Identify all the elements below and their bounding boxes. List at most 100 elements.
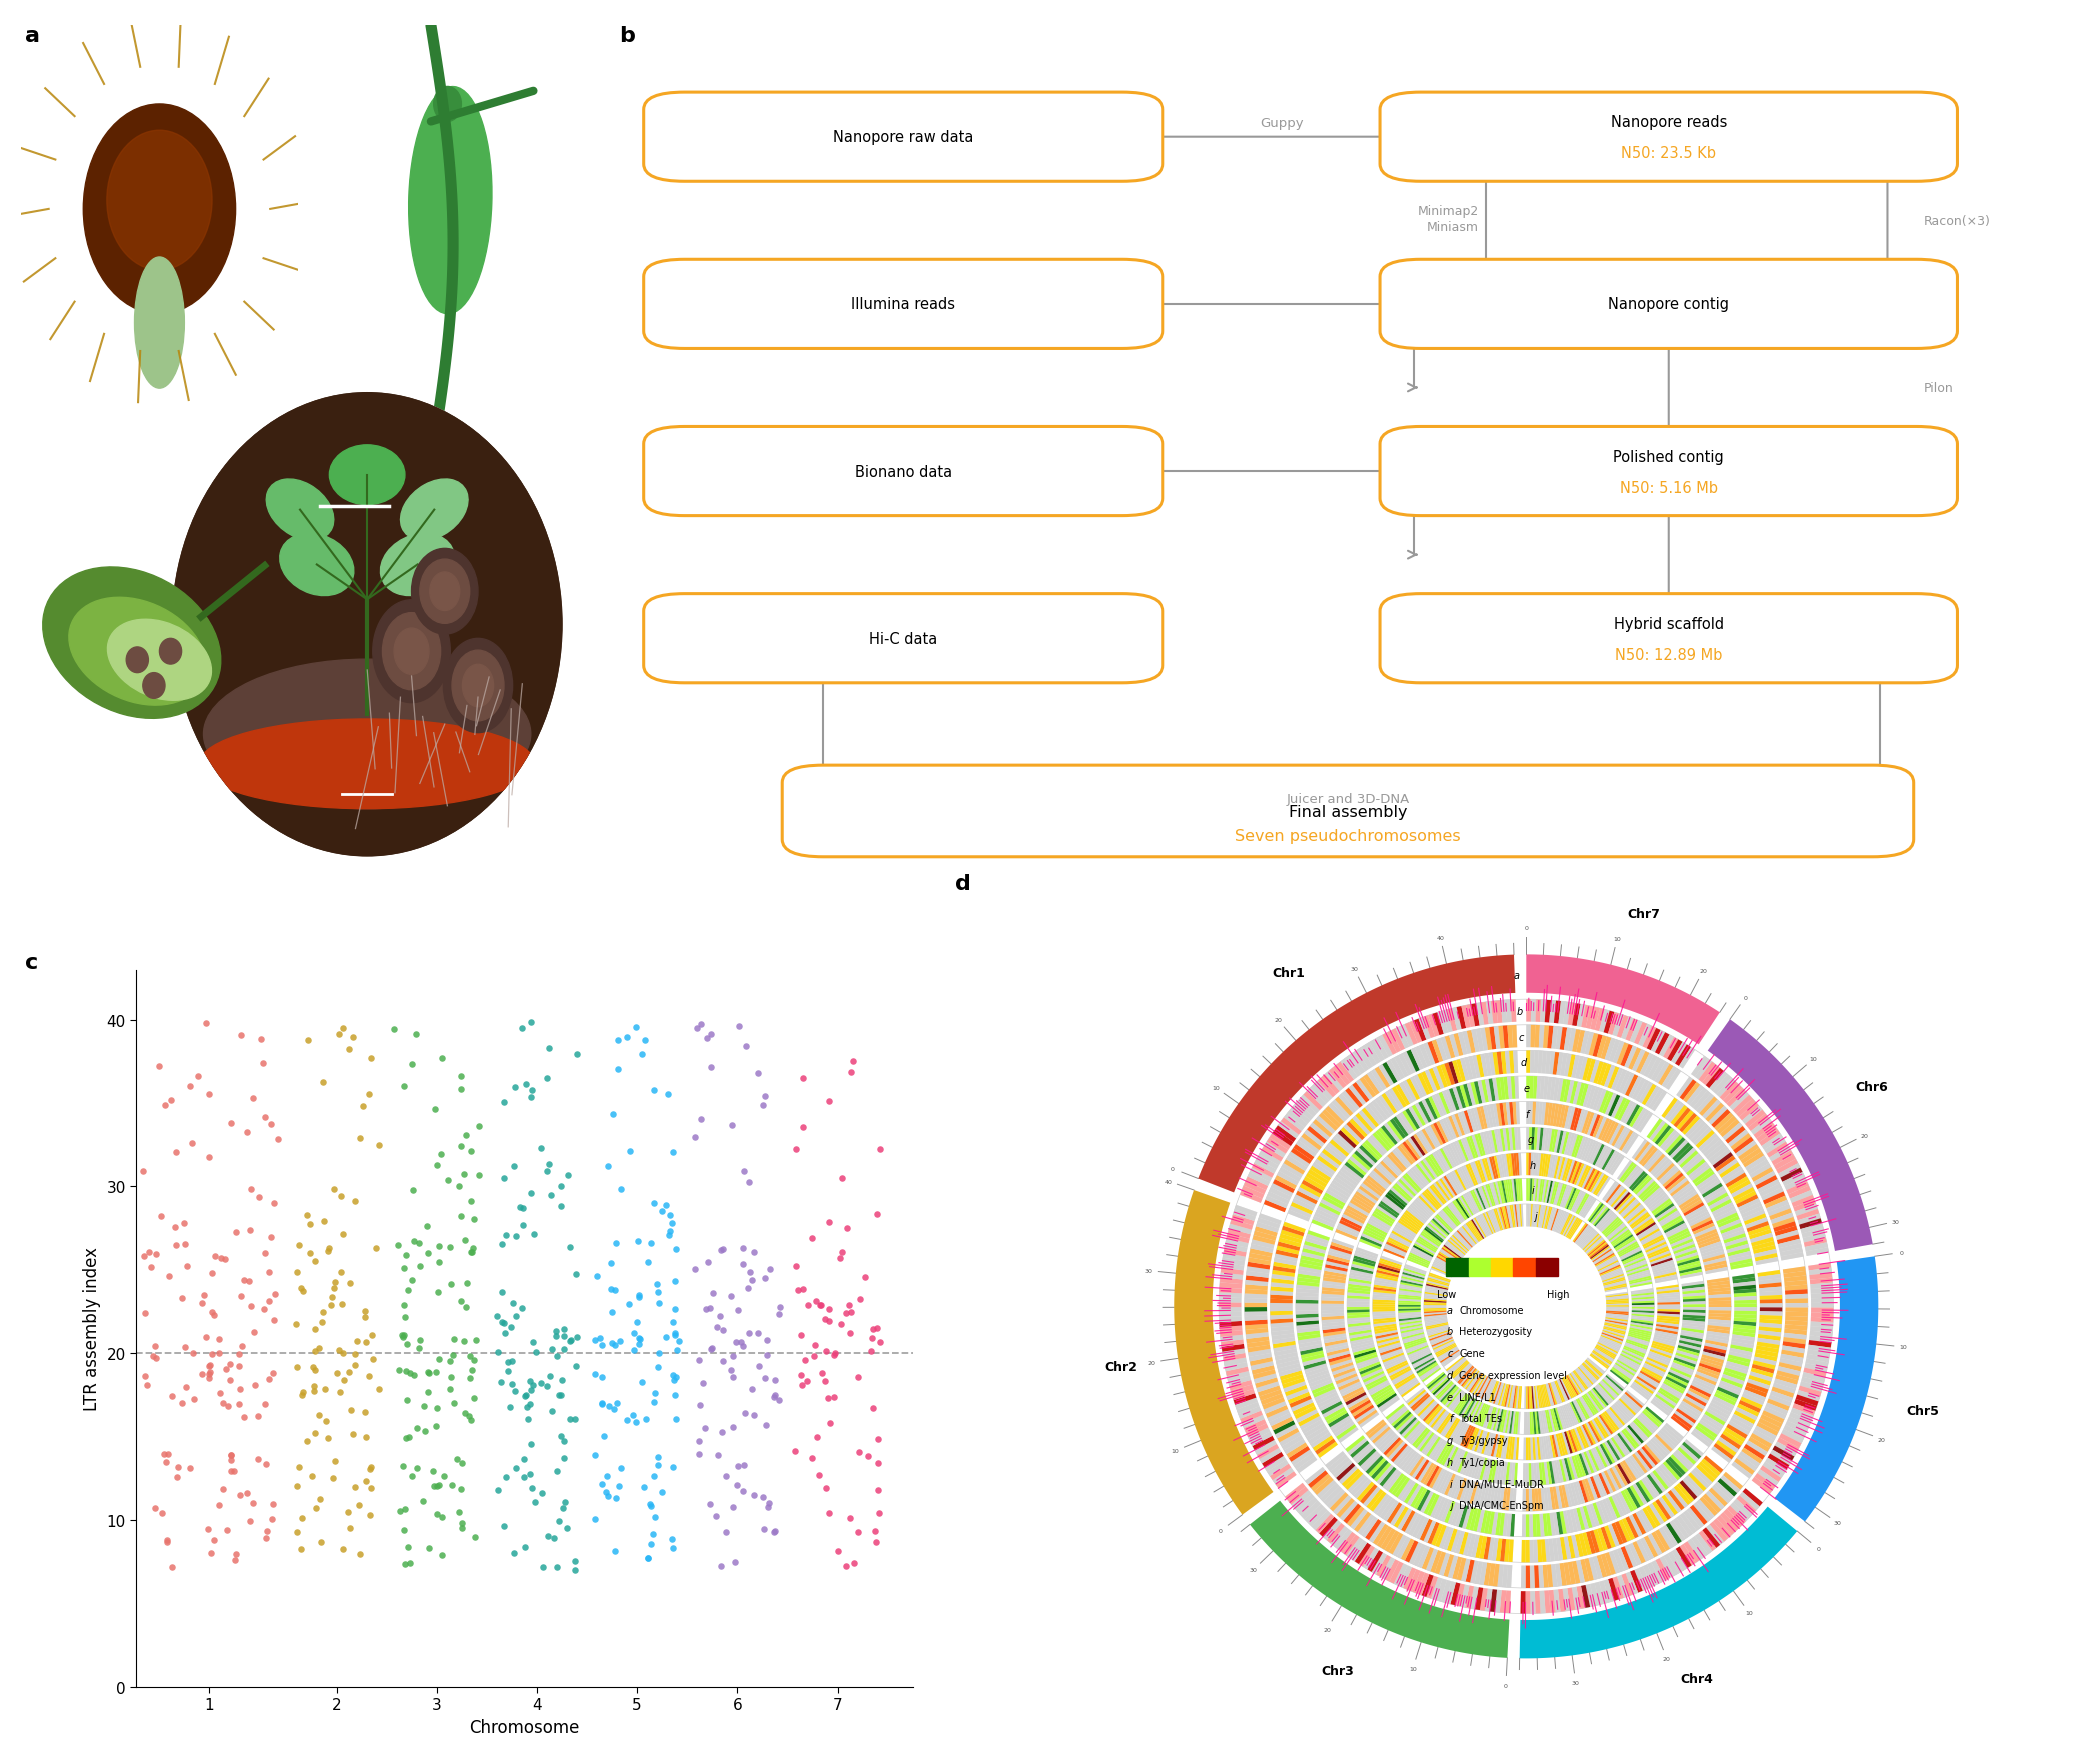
Polygon shape bbox=[1645, 1407, 1664, 1423]
Polygon shape bbox=[1462, 1084, 1473, 1106]
Polygon shape bbox=[1372, 1386, 1393, 1400]
Polygon shape bbox=[1607, 1066, 1620, 1089]
Polygon shape bbox=[1250, 1356, 1273, 1367]
Polygon shape bbox=[1733, 1411, 1756, 1425]
Polygon shape bbox=[1620, 1246, 1641, 1259]
Text: 10: 10 bbox=[1410, 1666, 1416, 1671]
Polygon shape bbox=[1477, 1054, 1485, 1079]
Point bbox=[189, 1009, 222, 1037]
Polygon shape bbox=[1609, 1468, 1622, 1489]
Polygon shape bbox=[1273, 1259, 1297, 1266]
Polygon shape bbox=[1565, 1432, 1576, 1453]
Polygon shape bbox=[1294, 1194, 1315, 1208]
Polygon shape bbox=[1399, 1318, 1422, 1321]
Polygon shape bbox=[1299, 1334, 1320, 1341]
Polygon shape bbox=[1303, 1356, 1326, 1367]
Polygon shape bbox=[1653, 1335, 1676, 1342]
Point bbox=[191, 1143, 224, 1171]
Polygon shape bbox=[1427, 1374, 1446, 1390]
Polygon shape bbox=[1422, 1229, 1441, 1245]
Polygon shape bbox=[1437, 1150, 1450, 1171]
Polygon shape bbox=[1622, 1351, 1643, 1362]
Polygon shape bbox=[1420, 1367, 1439, 1381]
Point bbox=[344, 1124, 378, 1152]
Polygon shape bbox=[1387, 1362, 1408, 1374]
Polygon shape bbox=[1276, 1175, 1297, 1190]
Polygon shape bbox=[1683, 1290, 1706, 1295]
Polygon shape bbox=[1588, 1141, 1599, 1164]
Polygon shape bbox=[1643, 1185, 1660, 1203]
Polygon shape bbox=[1288, 1210, 1309, 1222]
Polygon shape bbox=[1716, 1115, 1737, 1134]
Point bbox=[388, 1516, 422, 1543]
Polygon shape bbox=[1561, 1215, 1574, 1236]
Polygon shape bbox=[1670, 1521, 1685, 1542]
Point bbox=[585, 1391, 619, 1419]
Polygon shape bbox=[1416, 1430, 1433, 1451]
Polygon shape bbox=[1601, 1269, 1622, 1280]
Polygon shape bbox=[1349, 1332, 1372, 1339]
Point bbox=[707, 1236, 741, 1264]
Polygon shape bbox=[1655, 1063, 1670, 1084]
Point bbox=[138, 1344, 172, 1372]
Point bbox=[281, 1472, 315, 1500]
Polygon shape bbox=[1513, 1386, 1517, 1409]
Point bbox=[514, 1460, 548, 1488]
Polygon shape bbox=[1374, 1328, 1397, 1334]
Polygon shape bbox=[1366, 1419, 1385, 1437]
Polygon shape bbox=[1594, 1348, 1613, 1362]
Polygon shape bbox=[1574, 1482, 1582, 1505]
Polygon shape bbox=[1450, 1447, 1460, 1470]
Point bbox=[382, 1231, 415, 1259]
Point bbox=[359, 1234, 392, 1262]
Point bbox=[436, 1342, 470, 1370]
Polygon shape bbox=[1483, 1213, 1494, 1234]
Polygon shape bbox=[1244, 1213, 1318, 1474]
Polygon shape bbox=[1399, 1082, 1414, 1105]
Polygon shape bbox=[1729, 1351, 1752, 1360]
Polygon shape bbox=[1599, 1474, 1609, 1495]
Point bbox=[166, 1285, 199, 1313]
Polygon shape bbox=[1322, 1316, 1345, 1320]
Polygon shape bbox=[1255, 1159, 1276, 1175]
Polygon shape bbox=[1632, 1314, 1653, 1318]
FancyBboxPatch shape bbox=[1380, 93, 1957, 182]
Point bbox=[812, 1295, 845, 1323]
Polygon shape bbox=[1515, 1077, 1519, 1099]
Polygon shape bbox=[1666, 1134, 1683, 1154]
Point bbox=[524, 1134, 558, 1162]
Polygon shape bbox=[1332, 1365, 1355, 1376]
Polygon shape bbox=[1366, 1178, 1385, 1194]
Polygon shape bbox=[1731, 1461, 1752, 1479]
Point bbox=[596, 1099, 629, 1127]
Polygon shape bbox=[1259, 1213, 1282, 1225]
Polygon shape bbox=[1657, 1301, 1680, 1302]
Point bbox=[449, 1122, 483, 1150]
Point bbox=[445, 1475, 478, 1503]
Polygon shape bbox=[1271, 1321, 1294, 1328]
Polygon shape bbox=[1615, 1402, 1632, 1419]
Polygon shape bbox=[1504, 1463, 1511, 1484]
Polygon shape bbox=[1636, 1224, 1657, 1238]
Polygon shape bbox=[1261, 1147, 1284, 1162]
Polygon shape bbox=[1448, 1061, 1458, 1084]
Polygon shape bbox=[1632, 1175, 1651, 1194]
Polygon shape bbox=[1404, 1482, 1418, 1503]
Polygon shape bbox=[1374, 1211, 1393, 1225]
Point bbox=[449, 1294, 483, 1321]
Polygon shape bbox=[1574, 1454, 1584, 1477]
Text: b: b bbox=[1517, 1007, 1523, 1017]
Polygon shape bbox=[1513, 1489, 1517, 1510]
Polygon shape bbox=[1603, 1377, 1622, 1395]
Polygon shape bbox=[1425, 1304, 1446, 1306]
Polygon shape bbox=[1613, 1404, 1628, 1423]
Polygon shape bbox=[1311, 1383, 1334, 1395]
Polygon shape bbox=[1454, 1393, 1467, 1412]
Polygon shape bbox=[1613, 1232, 1632, 1246]
Text: c: c bbox=[1448, 1348, 1452, 1358]
Polygon shape bbox=[1670, 1416, 1691, 1432]
Point bbox=[420, 1358, 453, 1386]
Polygon shape bbox=[1326, 1072, 1343, 1091]
Point bbox=[191, 1360, 224, 1388]
Polygon shape bbox=[1605, 1313, 1628, 1316]
